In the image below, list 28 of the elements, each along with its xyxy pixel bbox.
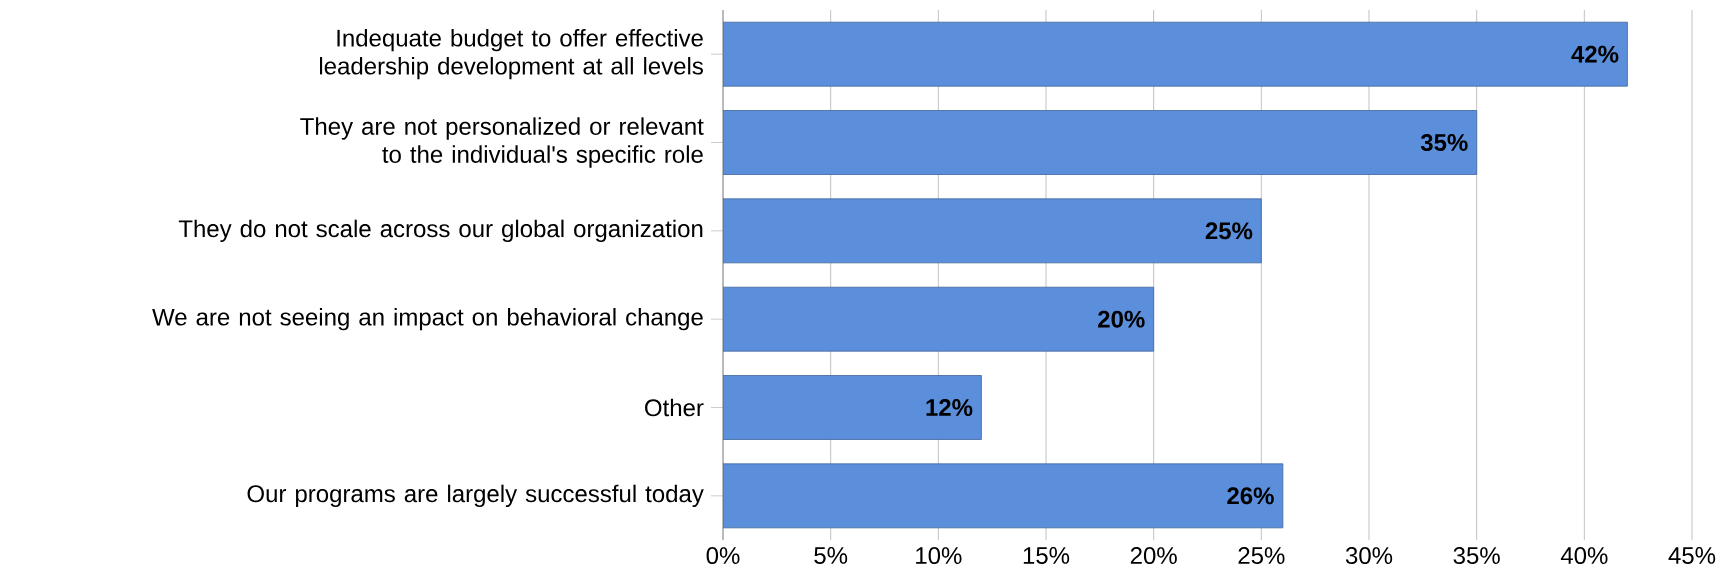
bar	[723, 21, 1628, 87]
y-tick-label: They are not personalized or relevant to the individual's specific role	[300, 117, 704, 168]
x-tick-label: 0%	[706, 547, 740, 565]
bar	[723, 286, 1155, 352]
bar	[723, 463, 1284, 529]
data-label: 20%	[1098, 310, 1145, 328]
bar	[723, 198, 1262, 264]
x-tick-label: 10%	[916, 547, 962, 565]
y-tick-label: Our programs are largely successful today	[247, 484, 704, 508]
y-tick-label: Indequate budget to offer effective leadership development at all levels	[320, 29, 703, 80]
x-tick-label: 35%	[1453, 547, 1500, 565]
x-tick-label: 20%	[1130, 547, 1177, 565]
x-tick-label: 45%	[1668, 547, 1716, 564]
bar	[723, 110, 1478, 175]
y-tick-label: We are not seeing an impact on behavioral change	[152, 308, 703, 331]
data-label: 25%	[1205, 222, 1253, 240]
y-tick-label: They do not scale across our global organization	[178, 219, 703, 243]
x-tick-label: 15%	[1023, 547, 1070, 564]
data-label: 26%	[1227, 487, 1274, 505]
x-tick-label: 40%	[1560, 547, 1608, 565]
bar	[723, 375, 982, 440]
data-label: 12%	[926, 399, 973, 416]
x-tick-label: 5%	[814, 547, 848, 564]
data-label: 35%	[1420, 134, 1468, 152]
x-tick-label: 25%	[1238, 547, 1285, 565]
data-label: 42%	[1571, 45, 1619, 63]
y-tick-label: Other	[645, 398, 704, 417]
x-tick-label: 30%	[1345, 547, 1393, 565]
